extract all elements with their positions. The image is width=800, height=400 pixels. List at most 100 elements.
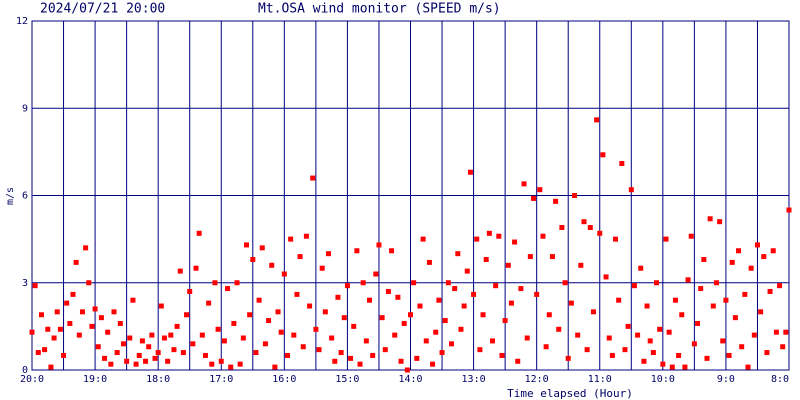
point (215, 326, 221, 332)
point (436, 297, 442, 303)
point (480, 312, 486, 318)
point (609, 352, 615, 358)
point (622, 347, 628, 353)
point (351, 323, 357, 329)
point (458, 326, 464, 332)
point (644, 303, 650, 309)
point (650, 350, 656, 356)
point (149, 332, 155, 338)
point (594, 117, 600, 123)
point (234, 280, 240, 286)
x-axis-label: Time elapsed (Hour) (507, 387, 633, 400)
point (392, 332, 398, 338)
point (395, 294, 401, 300)
point (313, 326, 319, 332)
point (278, 329, 284, 335)
point (193, 265, 199, 271)
y-tick-label: 3 (22, 278, 28, 289)
point (73, 259, 79, 265)
point (332, 358, 338, 364)
point (546, 312, 552, 318)
point (259, 245, 265, 251)
point (430, 361, 436, 367)
point (57, 326, 63, 332)
point (51, 335, 57, 341)
point (174, 323, 180, 329)
point (240, 335, 246, 341)
point (669, 364, 675, 370)
point (758, 309, 764, 315)
x-tick-label: 15:0 (335, 374, 359, 385)
point (177, 268, 183, 274)
point (713, 280, 719, 286)
point (499, 352, 505, 358)
point (676, 352, 682, 358)
point (534, 291, 540, 297)
point (281, 271, 287, 277)
point (524, 335, 530, 341)
point (508, 300, 514, 306)
point (613, 236, 619, 242)
point (385, 288, 391, 294)
point (474, 236, 480, 242)
point (420, 236, 426, 242)
point (647, 338, 653, 344)
point (250, 256, 256, 262)
point (660, 361, 666, 367)
point (341, 315, 347, 321)
point (549, 254, 555, 260)
point (742, 291, 748, 297)
x-tick-label: 8:0 (771, 374, 789, 385)
point (751, 332, 757, 338)
point (45, 326, 51, 332)
y-tick-label: 9 (22, 103, 28, 114)
point (433, 329, 439, 335)
point (527, 254, 533, 260)
point (329, 335, 335, 341)
point (42, 347, 48, 353)
point (139, 338, 145, 344)
point (307, 303, 313, 309)
point (187, 288, 193, 294)
timestamp: 2024/07/21 20:00 (40, 2, 165, 17)
point (256, 297, 262, 303)
point (442, 318, 448, 324)
point (114, 350, 120, 356)
point (83, 245, 89, 251)
x-tick-label: 13:0 (462, 374, 486, 385)
point (590, 309, 596, 315)
point (515, 358, 521, 364)
point (553, 198, 559, 204)
point (603, 274, 609, 280)
point (490, 338, 496, 344)
chart-title: Mt.OSA wind monitor (SPEED m/s) (258, 2, 501, 17)
point (777, 283, 783, 289)
point (654, 280, 660, 286)
point (253, 350, 259, 356)
point (310, 175, 316, 181)
point (439, 350, 445, 356)
point (710, 303, 716, 309)
x-tick-label: 19:0 (83, 374, 107, 385)
point (190, 341, 196, 347)
point (67, 320, 73, 326)
point (691, 341, 697, 347)
point (165, 358, 171, 364)
point (780, 344, 786, 350)
point (322, 309, 328, 315)
point (155, 350, 161, 356)
point (411, 280, 417, 286)
point (597, 230, 603, 236)
y-tick-label: 6 (22, 191, 28, 202)
point (663, 236, 669, 242)
point (398, 358, 404, 364)
point (461, 303, 467, 309)
point (152, 355, 158, 361)
point (486, 230, 492, 236)
point (206, 300, 212, 306)
point (723, 297, 729, 303)
point (578, 262, 584, 268)
point (228, 364, 234, 370)
point (483, 256, 489, 262)
point (297, 254, 303, 260)
